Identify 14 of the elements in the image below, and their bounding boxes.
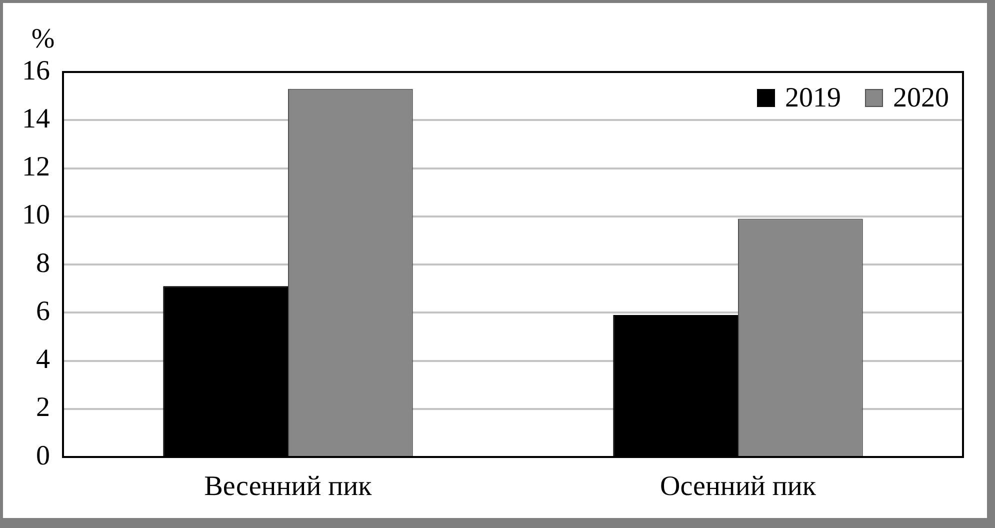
y-tick-label: 6 bbox=[36, 296, 50, 327]
y-tick-label: 4 bbox=[36, 344, 50, 376]
y-axis-title: % bbox=[31, 23, 55, 54]
y-tick-label: 8 bbox=[36, 248, 50, 279]
legend-label: 2019 bbox=[785, 82, 841, 114]
y-tick-label: 0 bbox=[36, 440, 50, 472]
y-tick-label: 14 bbox=[22, 103, 50, 134]
legend-label: 2020 bbox=[893, 82, 949, 114]
x-tick-label: Осенний пик bbox=[660, 471, 816, 502]
y-tick-label: 12 bbox=[22, 152, 50, 183]
y-tick-label: 2 bbox=[36, 392, 50, 424]
y-tick-label: 16 bbox=[22, 55, 50, 86]
y-tick-label: 10 bbox=[22, 200, 50, 231]
x-tick-label: Весенний пик bbox=[204, 471, 372, 502]
